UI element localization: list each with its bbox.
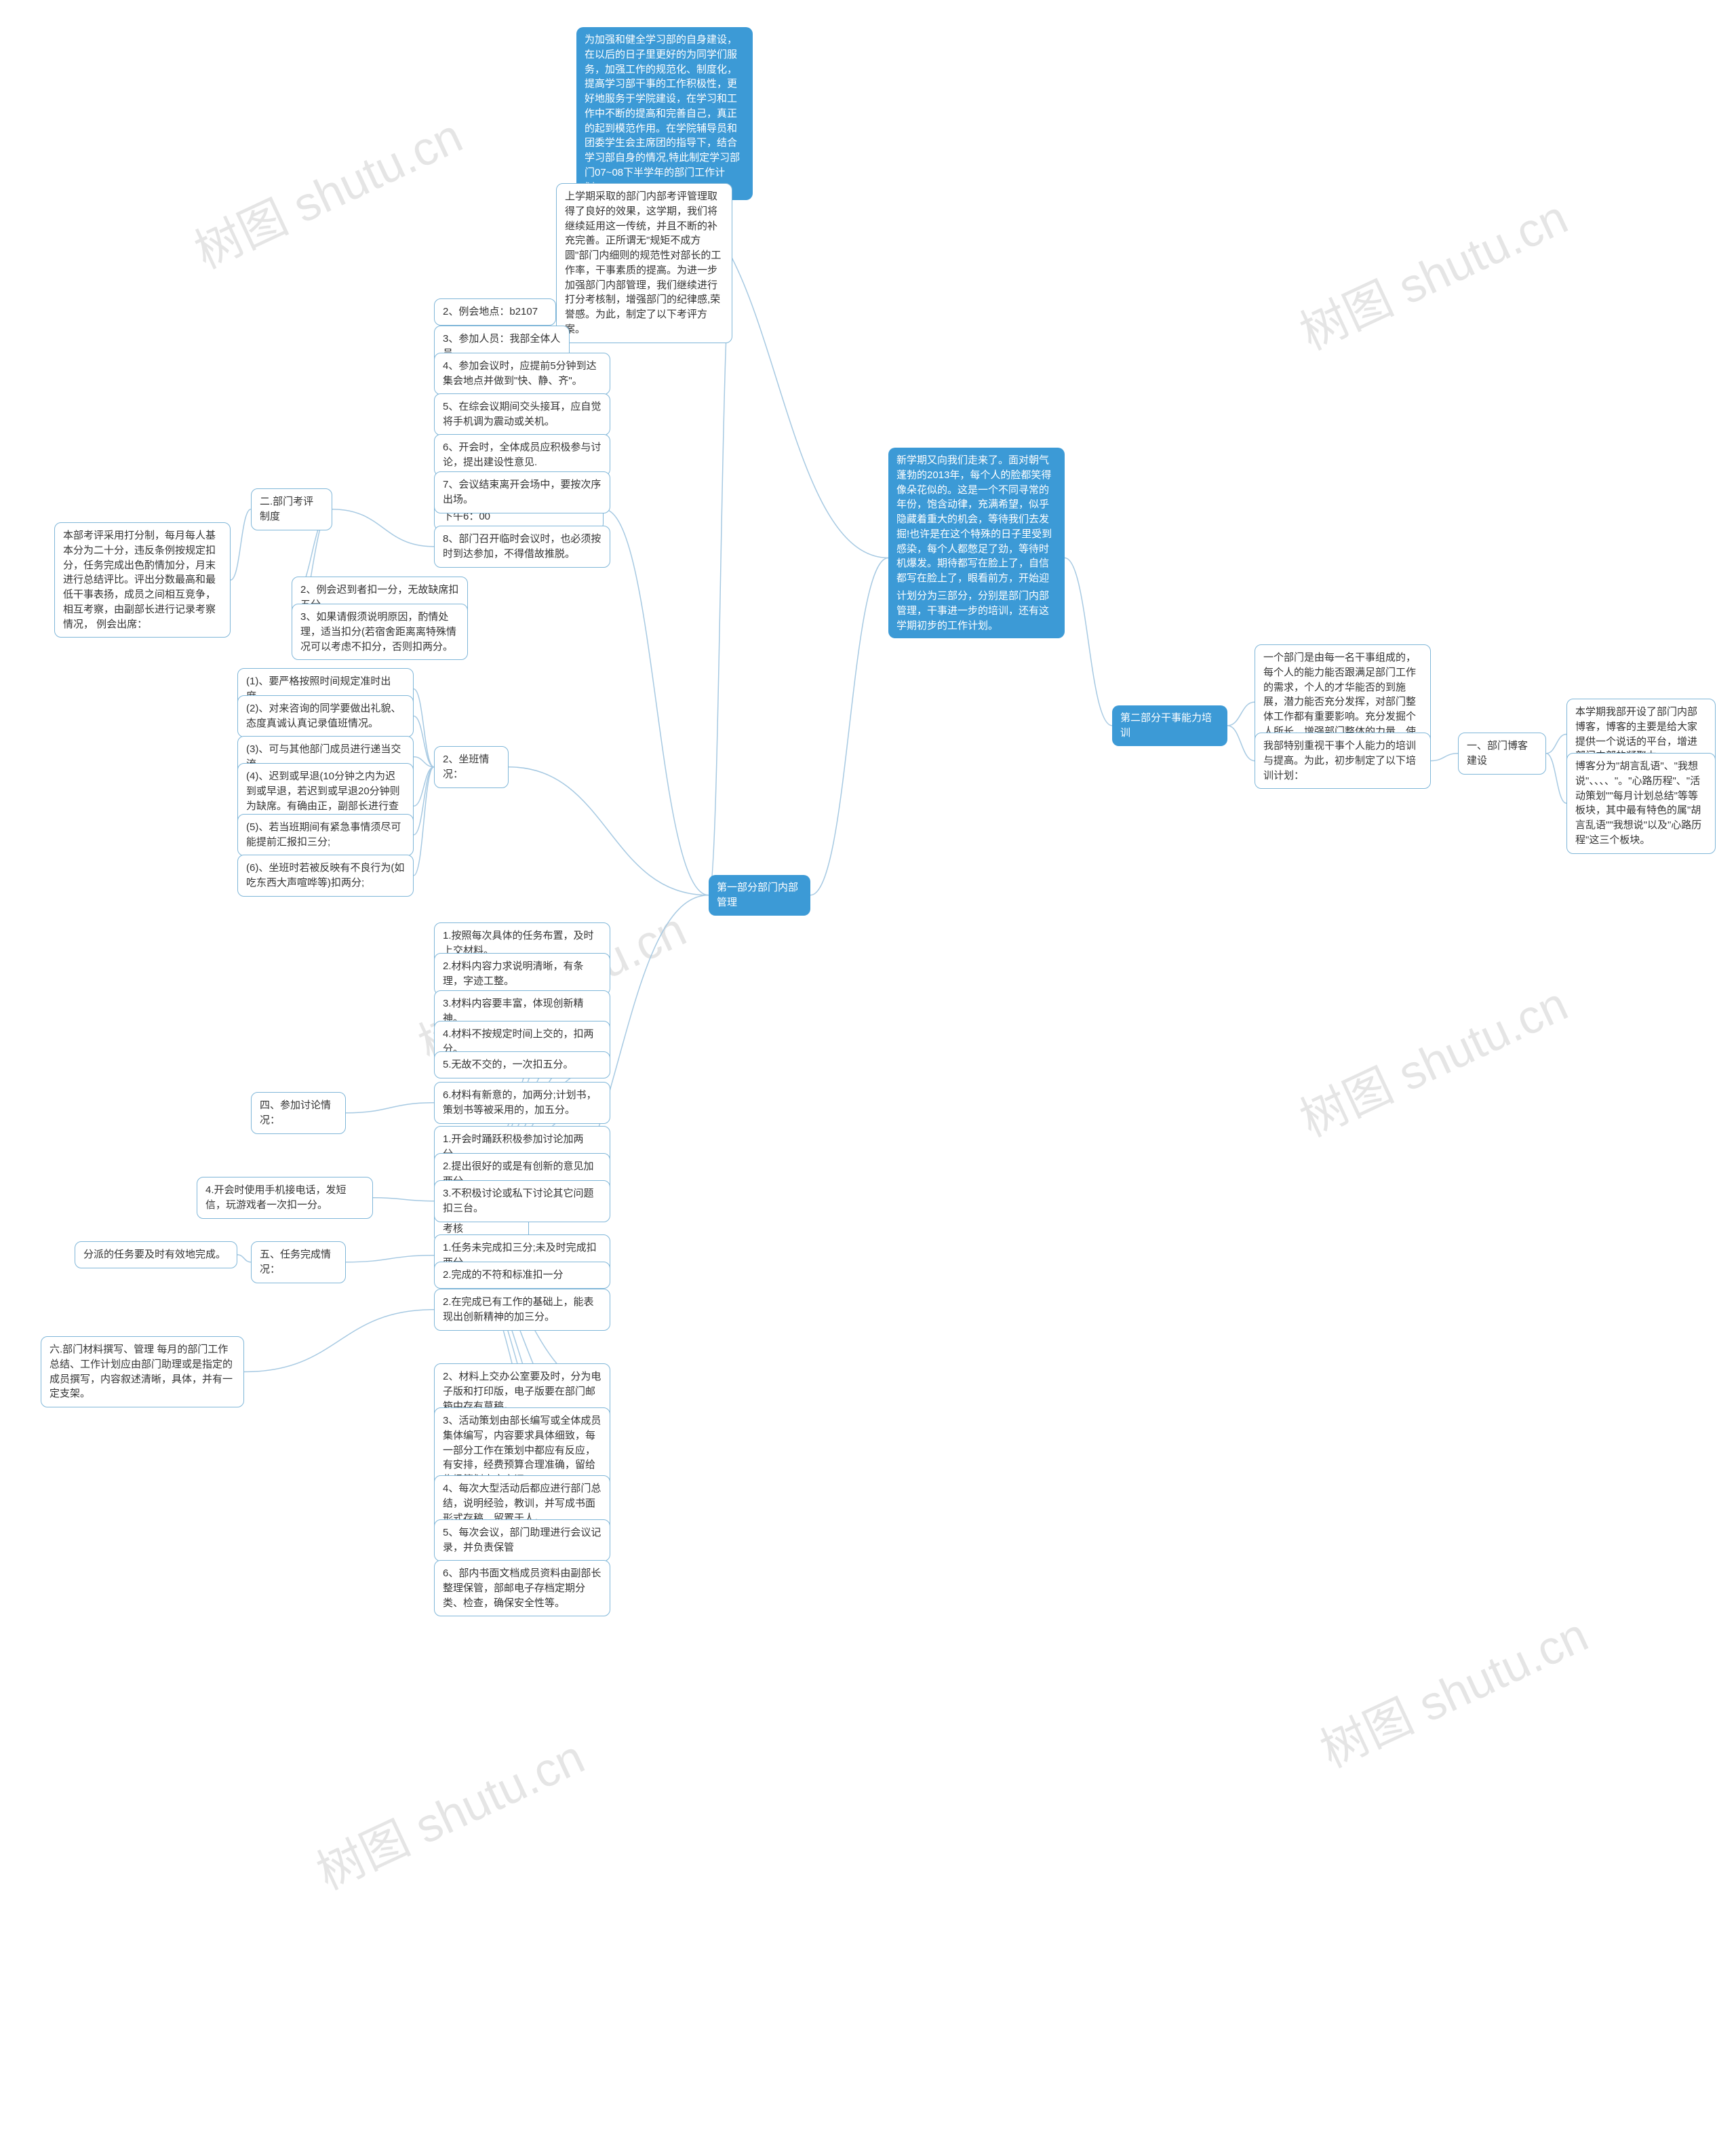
task-note: 分派的任务要及时有效地完成。 bbox=[75, 1241, 237, 1268]
part1-title: 第一部分部门内部管理 bbox=[709, 875, 810, 916]
link-layer bbox=[0, 0, 1736, 2142]
write-item-5: 5、每次会议，部门助理进行会议记录，并负责保管 bbox=[434, 1519, 610, 1561]
task-item-3: 2.在完成已有工作的基础上，能表现出创新精神的加三分。 bbox=[434, 1289, 610, 1331]
top-intro: 为加强和健全学习部的自身建设，在以后的日子里更好的为同学们服务，加强工作的规范化… bbox=[576, 27, 753, 200]
watermark: 树图 shutu.cn bbox=[182, 98, 472, 282]
part1-intro: 上学期采取的部门内部考评管理取得了良好的效果，这学期，我们将继续延用这一传统，并… bbox=[556, 183, 732, 343]
watermark: 树图 shutu.cn bbox=[1308, 1597, 1598, 1781]
intro-paragraph-1: 新学期又向我们走来了。面对朝气蓬勃的2013年，每个人的脸都笑得像朵花似的。这是… bbox=[888, 448, 1065, 606]
blog-desc-b: 博客分为"胡言乱语"、"我想说"、、、、"。"心路历程"、"活动策划""每月计划… bbox=[1566, 753, 1716, 854]
scoring-rule-3: 3、如果请假须说明原因，酌情处理，适当扣分(若宿舍距离离特殊情况可以考虑不扣分，… bbox=[292, 604, 468, 660]
phone-rule: 4.开会时使用手机接电话，发短信，玩游戏者一次扣一分。 bbox=[197, 1177, 373, 1219]
meeting-item-7: 7、会议结束离开会场中，要按次序出场。 bbox=[434, 471, 610, 513]
materials-item-2: 2.材料内容力求说明清晰，有条理，字迹工整。 bbox=[434, 953, 610, 995]
write-item-6: 6、部内书面文档成员资料由副部长整理保管，部邮电子存档定期分类、检查，确保安全性… bbox=[434, 1560, 610, 1616]
scoring-title: 二.部门考评制度 bbox=[251, 488, 332, 530]
checkin-item-5: (5)、若当班期间有紧急事情须尽可能提前汇报扣三分; bbox=[237, 814, 414, 856]
watermark: 树图 shutu.cn bbox=[304, 1719, 594, 1903]
meeting-item-8: 8、部门召开临时会议时，也必须按时到达参加，不得借故推脱。 bbox=[434, 526, 610, 568]
material-mgmt-title: 六.部门材料撰写、管理 每月的部门工作总结、工作计划应由部门助理或是指定的成员撰… bbox=[41, 1336, 244, 1407]
meeting-item-5: 5、在综会议期间交头接耳，应自觉将手机调为震动或关机。 bbox=[434, 393, 610, 435]
checkin-item-2: (2)、对来咨询的同学要做出礼貌、态度真诚认真记录值班情况。 bbox=[237, 695, 414, 737]
checkin-title: 2、坐班情况： bbox=[434, 746, 509, 788]
meeting-item-2: 2、例会地点：b2107 bbox=[434, 298, 556, 326]
intro-paragraph-2: 计划分为三部分，分别是部门内部管理，干事进一步的培训，还有这学期初步的工作计划。 bbox=[888, 583, 1065, 638]
discussion-title: 四、参加讨论情况： bbox=[251, 1092, 346, 1134]
part2-desc-b: 我部特别重视干事个人能力的培训与提高。为此，初步制定了以下培训计划： bbox=[1255, 733, 1431, 789]
meeting-item-6: 6、开会时，全体成员应积极参与讨论，提出建设性意见. bbox=[434, 434, 610, 476]
blog-title: 一、部门博客建设 bbox=[1458, 733, 1546, 775]
task-item-2: 2.完成的不符和标准扣一分 bbox=[434, 1262, 610, 1289]
scoring-desc: 本部考评采用打分制，每月每人基本分为二十分，违反条例按规定扣分，任务完成出色酌情… bbox=[54, 522, 231, 638]
part2-title: 第二部分干事能力培训 bbox=[1112, 705, 1227, 746]
task-title: 五、任务完成情况： bbox=[251, 1241, 346, 1283]
materials-item-9: 3.不积极讨论或私下讨论其它问题扣三台。 bbox=[434, 1180, 610, 1222]
watermark: 树图 shutu.cn bbox=[1288, 180, 1577, 364]
materials-item-5: 5.无故不交的，一次扣五分。 bbox=[434, 1051, 610, 1078]
checkin-item-6: (6)、坐班时若被反映有不良行为(如 吃东西大声喧哗等)扣两分; bbox=[237, 855, 414, 897]
materials-item-6: 6.材料有新意的，加两分;计划书，策划书等被采用的，加五分。 bbox=[434, 1082, 610, 1124]
watermark: 树图 shutu.cn bbox=[1288, 967, 1577, 1150]
meeting-item-4: 4、参加会议时，应提前5分钟到达集会地点并做到"快、静、齐"。 bbox=[434, 353, 610, 395]
